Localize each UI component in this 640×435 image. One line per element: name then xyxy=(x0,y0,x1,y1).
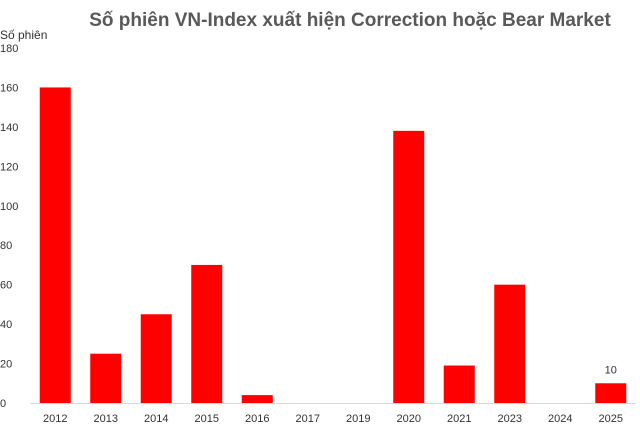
y-axis-ticks: 0 20 40 60 80 100 120 140 160 180 xyxy=(0,43,18,410)
y-tick-label: 120 xyxy=(0,161,18,173)
y-axis-label: Số phiên xyxy=(0,28,48,42)
bar-2012 xyxy=(39,87,71,403)
bar-2016 xyxy=(241,395,273,403)
bar-2014 xyxy=(140,314,172,403)
y-tick-label: 160 xyxy=(0,82,18,94)
data-label: 10 xyxy=(605,364,617,376)
x-tick-label: 2025 xyxy=(599,413,623,425)
x-tick-label: 2021 xyxy=(447,413,471,425)
x-tick-label: 2014 xyxy=(144,413,168,425)
x-tick-label: 2023 xyxy=(498,413,522,425)
y-tick-label: 140 xyxy=(0,122,18,134)
bars xyxy=(39,87,627,404)
y-tick-label: 100 xyxy=(0,201,18,213)
bar-2015 xyxy=(191,264,223,403)
x-tick-label: 2019 xyxy=(346,413,370,425)
x-tick-label: 2015 xyxy=(195,413,219,425)
y-tick-label: 180 xyxy=(0,43,18,55)
x-tick-label: 2020 xyxy=(397,413,421,425)
bar-2020 xyxy=(393,130,425,404)
y-tick-label: 80 xyxy=(0,240,12,252)
x-tick-label: 2013 xyxy=(94,413,118,425)
bar-2025 xyxy=(595,383,627,403)
x-tick-label: 2016 xyxy=(245,413,269,425)
data-labels: 10 xyxy=(605,364,617,376)
y-tick-label: 20 xyxy=(0,359,12,371)
x-tick-label: 2017 xyxy=(296,413,320,425)
y-tick-label: 0 xyxy=(0,398,6,410)
x-axis-ticks: 2012 2013 2014 2015 2016 2017 2019 2020 2021 2023… xyxy=(43,413,623,425)
chart-title: Số phiên VN-Index xuất hiện Correction h… xyxy=(89,10,611,31)
x-tick-label: 2012 xyxy=(43,413,67,425)
x-tick-label: 2024 xyxy=(548,413,572,425)
bar-2013 xyxy=(90,353,122,403)
bar-2023 xyxy=(494,284,526,403)
y-tick-label: 60 xyxy=(0,280,12,292)
bar-2021 xyxy=(443,365,475,403)
y-tick-label: 40 xyxy=(0,319,12,331)
